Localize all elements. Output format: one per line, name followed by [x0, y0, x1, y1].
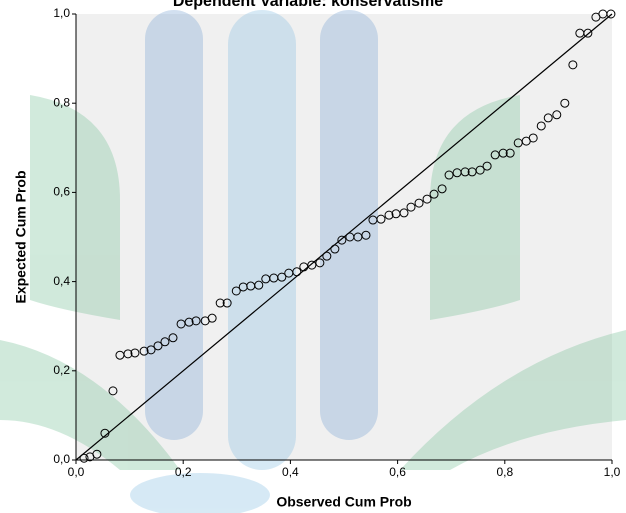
chart: Dependent Variable: konservatisme Observ… — [0, 0, 626, 513]
x-tick-label: 0,8 — [496, 465, 513, 479]
y-tick-label: 1,0 — [53, 6, 70, 20]
y-tick-label: 0,8 — [53, 95, 70, 109]
y-axis-title: Expected Cum Prob — [13, 170, 29, 303]
chart-title: Dependent Variable: konservatisme — [173, 0, 443, 10]
x-axis-title: Observed Cum Prob — [276, 494, 411, 510]
y-tick-label: 0,6 — [53, 185, 70, 199]
x-tick-label: 1,0 — [604, 465, 621, 479]
x-tick-label: 0,6 — [389, 465, 406, 479]
y-tick-label: 0,4 — [53, 274, 70, 288]
x-tick-label: 0,2 — [175, 465, 192, 479]
x-tick-label: 0,0 — [68, 465, 85, 479]
x-tick-label: 0,4 — [282, 465, 299, 479]
y-tick-label: 0,0 — [53, 452, 70, 466]
y-tick-label: 0,2 — [53, 363, 70, 377]
